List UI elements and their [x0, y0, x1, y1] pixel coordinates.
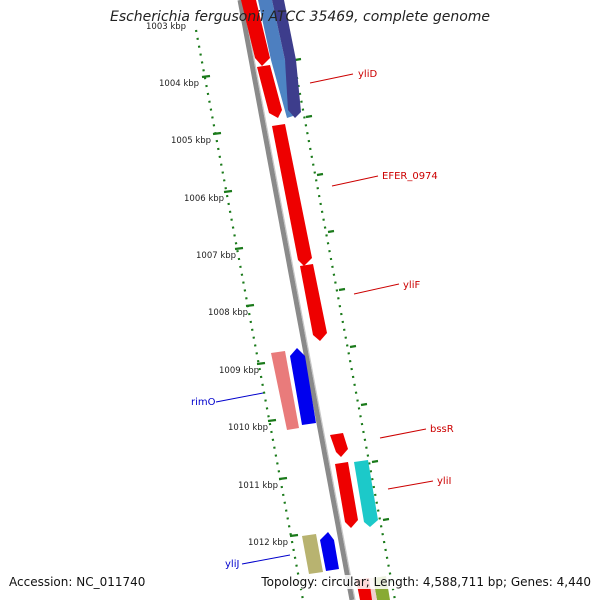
gene-EFER_0974[interactable]: [272, 124, 312, 266]
gene-yliD-red[interactable]: [257, 65, 282, 118]
gene-label-yliD[interactable]: yliD: [358, 69, 377, 80]
gene-yliI-cyan[interactable]: [354, 460, 378, 527]
kbp-label-1009: 1009 kbp: [219, 366, 259, 376]
kbp-label-1011: 1011 kbp: [238, 481, 278, 491]
genome-backbone: [237, 0, 355, 600]
gene-rimO-blue[interactable]: [290, 348, 316, 425]
kbp-label-faded: 1003 kbp: [146, 22, 186, 32]
kbp-label-1005: 1005 kbp: [171, 136, 211, 146]
kbp-tick-marks: [201, 74, 299, 538]
label-connectors: [215, 73, 434, 565]
inner-tick-track: [194, 29, 305, 600]
kbp-label-1004: 1004 kbp: [159, 79, 199, 89]
kbp-label-1010: 1010 kbp: [228, 423, 268, 433]
gene-label-yliI[interactable]: yliI: [437, 476, 451, 487]
accession-text: Accession: NC_011740: [9, 575, 146, 589]
kbp-label-1007: 1007 kbp: [196, 251, 236, 261]
gene-features: [241, 0, 390, 600]
genome-summary-text: Topology: circular; Length: 4,588,711 bp…: [258, 575, 591, 589]
gene-yliD-slate[interactable]: [285, 60, 301, 118]
gene-yliF[interactable]: [300, 264, 327, 341]
gene-label-yliJ[interactable]: yliJ: [225, 559, 239, 570]
map-title: Escherichia fergusonii ATCC 35469, compl…: [109, 9, 491, 25]
kbp-label-1012: 1012 kbp: [248, 538, 288, 548]
gene-rimO[interactable]: [271, 351, 299, 430]
gene-top-red[interactable]: [241, 0, 270, 66]
gene-top-blue[interactable]: [258, 0, 285, 60]
gene-label-EFER_0974[interactable]: EFER_0974: [382, 171, 438, 182]
kbp-label-1008: 1008 kbp: [208, 308, 248, 318]
outer-tick-track: [286, 29, 397, 600]
gene-yliI-red[interactable]: [335, 462, 358, 528]
gene-yliJ[interactable]: [302, 534, 323, 574]
gene-label-rimO[interactable]: rimO: [191, 397, 216, 408]
gene-top-slate[interactable]: [272, 0, 296, 60]
gene-yliJ-blue[interactable]: [320, 532, 339, 571]
gene-label-yliF[interactable]: yliF: [403, 280, 420, 291]
kbp-label-1006: 1006 kbp: [184, 194, 224, 204]
outer-tick-marks: [294, 57, 390, 522]
gene-label-bssR[interactable]: bssR: [430, 424, 454, 435]
gene-bssR[interactable]: [330, 433, 348, 457]
backbone-highlight: [242, 0, 356, 600]
